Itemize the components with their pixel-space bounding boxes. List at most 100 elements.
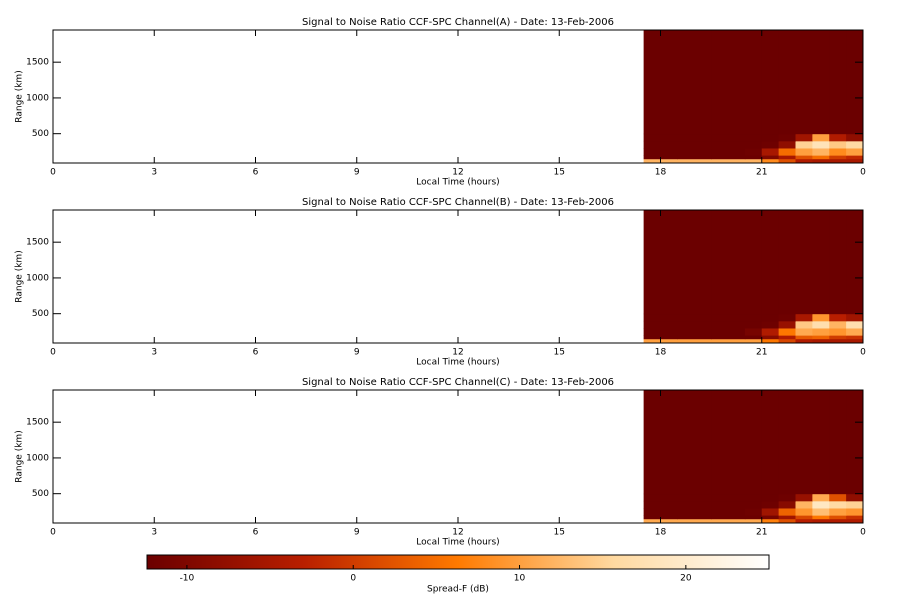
heatmap-cell bbox=[846, 210, 863, 315]
heatmap-cell bbox=[677, 313, 712, 322]
x-tick-label: 12 bbox=[452, 168, 463, 178]
heatmap-cell bbox=[795, 210, 813, 315]
heatmap-cell bbox=[711, 518, 746, 523]
heatmap-cell bbox=[643, 493, 678, 502]
x-tick-label: 18 bbox=[655, 348, 667, 358]
y-axis-label: Range (km) bbox=[15, 250, 25, 302]
heatmap-cell bbox=[795, 313, 813, 322]
heatmap-cell bbox=[677, 147, 712, 156]
heatmap-cell bbox=[829, 515, 847, 520]
heatmap-cell bbox=[677, 518, 712, 523]
heatmap-cell bbox=[829, 338, 847, 343]
heatmap-cell bbox=[711, 313, 746, 322]
heatmap-cell bbox=[778, 335, 796, 340]
heatmap-cell bbox=[744, 507, 763, 516]
heatmap-cell bbox=[829, 518, 847, 523]
heatmap-cell bbox=[778, 500, 796, 509]
heatmap-cell bbox=[744, 390, 763, 495]
x-tick-label: 3 bbox=[151, 348, 157, 358]
heatmap-cell bbox=[744, 320, 763, 329]
chart-title: Signal to Noise Ratio CCF-SPC Channel(B)… bbox=[302, 197, 614, 208]
heatmap-cell bbox=[761, 210, 780, 315]
x-tick-label: 3 bbox=[151, 528, 157, 538]
x-tick-label: 0 bbox=[860, 528, 866, 538]
colorbar-gradient bbox=[146, 554, 770, 570]
x-tick-label: 0 bbox=[860, 168, 866, 178]
heatmap-cell bbox=[744, 210, 763, 315]
x-axis-label: Local Time (hours) bbox=[416, 538, 499, 548]
y-tick-label: 1500 bbox=[26, 238, 49, 248]
heatmap-cell bbox=[812, 500, 830, 509]
x-tick-label: 12 bbox=[452, 528, 463, 538]
heatmap-cell bbox=[812, 313, 830, 322]
heatmap-cell bbox=[711, 133, 746, 142]
heatmap-cell bbox=[744, 133, 763, 142]
heatmap-cell bbox=[761, 158, 780, 163]
y-tick-label: 1500 bbox=[26, 418, 49, 428]
heatmap-cell bbox=[846, 320, 863, 329]
heatmap-cell bbox=[744, 158, 763, 163]
heatmap-cell bbox=[795, 147, 813, 156]
heatmap-cell bbox=[812, 338, 830, 343]
heatmap-cell bbox=[677, 500, 712, 509]
heatmap-cell bbox=[829, 390, 847, 495]
heatmap-cell bbox=[778, 147, 796, 156]
heatmap-cell bbox=[744, 30, 763, 135]
heatmap-cell bbox=[829, 30, 847, 135]
heatmap-cell bbox=[677, 133, 712, 142]
x-tick-label: 9 bbox=[354, 168, 360, 178]
y-tick-label: 500 bbox=[32, 309, 49, 319]
heatmap-cell bbox=[795, 338, 813, 343]
heatmap-cell bbox=[677, 507, 712, 516]
y-tick-label: 500 bbox=[32, 129, 49, 139]
heatmap-cell bbox=[812, 210, 830, 315]
heatmap-cell bbox=[829, 335, 847, 340]
heatmap-cell bbox=[643, 30, 678, 135]
heatmap-cell bbox=[744, 147, 763, 156]
heatmap-cell bbox=[711, 493, 746, 502]
heatmap-cell bbox=[761, 515, 780, 520]
heatmap-cell bbox=[778, 493, 796, 502]
x-tick-label: 0 bbox=[50, 528, 56, 538]
panel: Signal to Noise Ratio CCF-SPC Channel(B)… bbox=[15, 197, 867, 368]
colorbar-tick-label: -10 bbox=[180, 574, 195, 584]
heatmap-cell bbox=[677, 140, 712, 149]
heatmap-cell bbox=[761, 140, 780, 149]
heatmap-cell bbox=[846, 30, 863, 135]
heatmap-cell bbox=[846, 515, 863, 520]
heatmap-cell bbox=[643, 507, 678, 516]
heatmap-cell bbox=[778, 133, 796, 142]
heatmap-cell bbox=[711, 500, 746, 509]
heatmap-cell bbox=[829, 327, 847, 336]
heatmap-cell bbox=[643, 140, 678, 149]
heatmap-cell bbox=[829, 147, 847, 156]
heatmap-cell bbox=[829, 158, 847, 163]
heatmap-cell bbox=[778, 515, 796, 520]
heatmap-cell bbox=[761, 155, 780, 160]
heatmap-cell bbox=[846, 155, 863, 160]
heatmap-cell bbox=[795, 30, 813, 135]
y-tick-label: 1000 bbox=[26, 273, 49, 283]
x-tick-label: 0 bbox=[50, 348, 56, 358]
heatmap-cell bbox=[744, 155, 763, 160]
heatmap-cell bbox=[795, 500, 813, 509]
heatmap-cell bbox=[643, 500, 678, 509]
colorbar: -10 0 10 20 Spread-F (dB) bbox=[146, 554, 770, 595]
x-tick-label: 18 bbox=[655, 168, 667, 178]
heatmap-cell bbox=[677, 320, 712, 329]
heatmap-cell bbox=[761, 518, 780, 523]
x-tick-label: 6 bbox=[253, 528, 259, 538]
heatmap-cell bbox=[761, 30, 780, 135]
colorbar-tick-label: 0 bbox=[350, 574, 356, 584]
heatmap-cell bbox=[846, 335, 863, 340]
x-tick-label: 21 bbox=[756, 348, 767, 358]
x-tick-label: 18 bbox=[655, 528, 667, 538]
heatmap-cell bbox=[829, 133, 847, 142]
x-tick-label: 15 bbox=[554, 528, 565, 538]
heatmap-cell bbox=[795, 515, 813, 520]
heatmap-cell bbox=[778, 155, 796, 160]
heatmap-cell bbox=[778, 140, 796, 149]
heatmap-cells bbox=[643, 210, 863, 343]
heatmap-cell bbox=[744, 518, 763, 523]
x-tick-label: 15 bbox=[554, 348, 565, 358]
